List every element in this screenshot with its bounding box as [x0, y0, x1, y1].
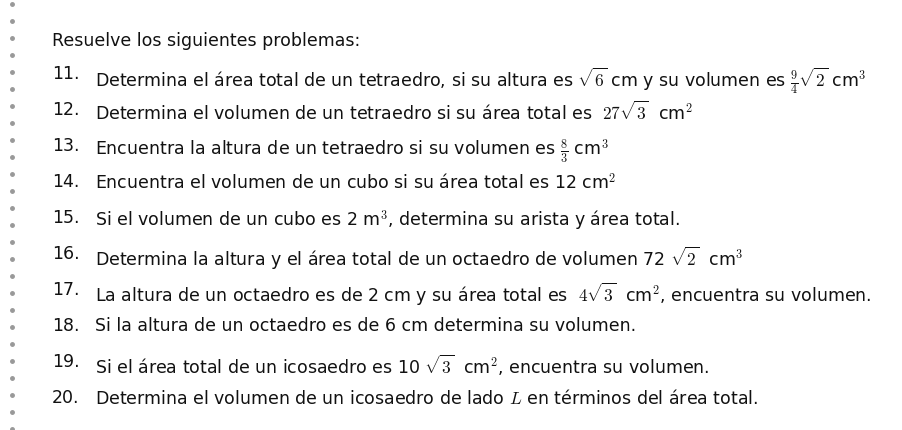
Text: 11.: 11. — [52, 65, 79, 83]
Text: Encuentra el volumen de un cubo si su área total es 12 cm$^{2}$: Encuentra el volumen de un cubo si su ár… — [95, 173, 616, 193]
Text: Determina el área total de un tetraedro, si su altura es $\sqrt{6}$ cm y su volu: Determina el área total de un tetraedro,… — [95, 65, 866, 96]
Text: Encuentra la altura de un tetraedro si su volumen es $\frac{8}{3}$ cm$^{3}$: Encuentra la altura de un tetraedro si s… — [95, 137, 608, 165]
Text: Determina el volumen de un tetraedro si su área total es  $27\sqrt{3}$  cm$^{2}$: Determina el volumen de un tetraedro si … — [95, 101, 692, 124]
Text: 16.: 16. — [52, 245, 79, 263]
Text: 14.: 14. — [52, 173, 79, 191]
Text: 17.: 17. — [52, 281, 79, 299]
Text: 13.: 13. — [52, 137, 79, 155]
Text: 18.: 18. — [52, 317, 79, 335]
Text: Si el área total de un icosaedro es 10 $\sqrt{3}$  cm$^{2}$, encuentra su volume: Si el área total de un icosaedro es 10 $… — [95, 353, 709, 378]
Text: 20.: 20. — [52, 389, 79, 407]
Text: 19.: 19. — [52, 353, 79, 371]
Text: 15.: 15. — [52, 209, 79, 227]
Text: Determina el volumen de un icosaedro de lado $L$ en términos del área total.: Determina el volumen de un icosaedro de … — [95, 389, 758, 408]
Text: Si el volumen de un cubo es 2 m$^{3}$, determina su arista y área total.: Si el volumen de un cubo es 2 m$^{3}$, d… — [95, 209, 679, 233]
Text: 12.: 12. — [52, 101, 79, 119]
Text: La altura de un octaedro es de 2 cm y su área total es  $4\sqrt{3}$  cm$^{2}$, e: La altura de un octaedro es de 2 cm y su… — [95, 281, 870, 308]
Text: Resuelve los siguientes problemas:: Resuelve los siguientes problemas: — [52, 32, 360, 50]
Text: Si la altura de un octaedro es de 6 cm determina su volumen.: Si la altura de un octaedro es de 6 cm d… — [95, 317, 635, 335]
Text: Determina la altura y el área total de un octaedro de volumen 72 $\sqrt{2}$  cm$: Determina la altura y el área total de u… — [95, 245, 742, 272]
